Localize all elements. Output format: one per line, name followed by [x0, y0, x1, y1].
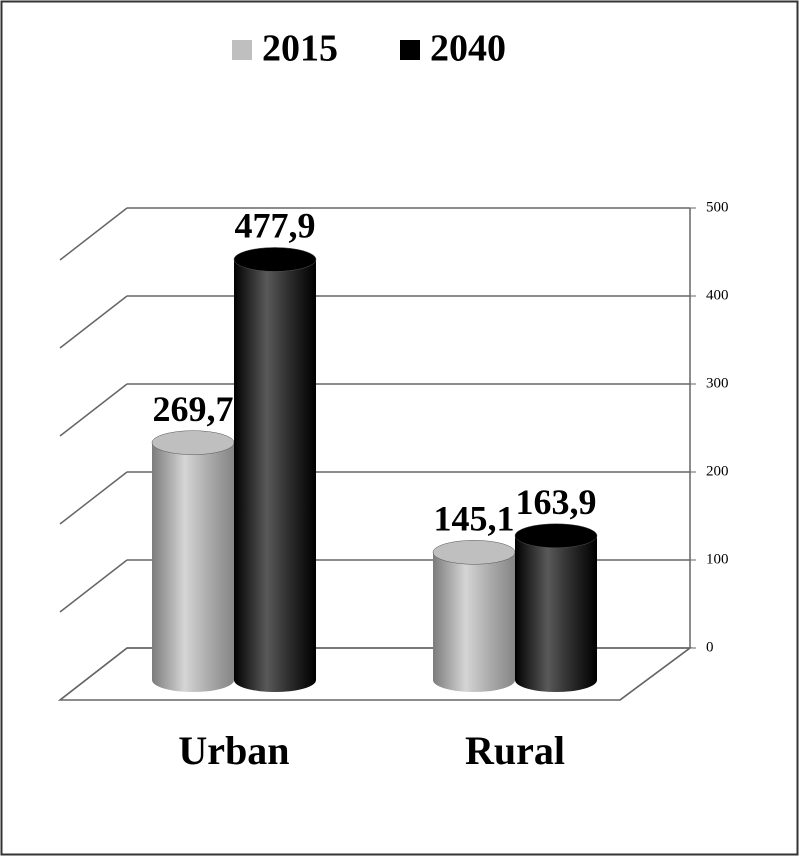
side-grid-line	[59, 207, 128, 261]
data-label: 163,9	[516, 482, 597, 522]
y-tick-label: 400	[706, 287, 729, 303]
x-tick-label: Rural	[465, 728, 565, 773]
y-tick-label: 300	[706, 375, 729, 391]
y-tick-label: 100	[706, 551, 729, 567]
y-tick-label: 200	[706, 463, 729, 479]
bar-shade	[433, 552, 515, 692]
bar-top	[432, 540, 516, 565]
side-grid-line	[59, 647, 128, 701]
legend-swatch	[400, 40, 420, 60]
bar-top	[233, 247, 317, 272]
legend-label: 2040	[430, 28, 506, 70]
floor-right	[619, 647, 691, 701]
legend-swatch	[232, 40, 252, 60]
side-grid-line	[59, 559, 128, 613]
legend-label: 2015	[262, 28, 338, 70]
data-label: 477,9	[235, 206, 316, 246]
y-tick-label: 0	[706, 639, 714, 655]
side-grid-line	[59, 295, 128, 349]
x-tick-label: Urban	[178, 728, 289, 773]
y-tick-label: 500	[706, 199, 729, 215]
bar-shade	[152, 442, 234, 692]
bar-shade	[234, 259, 316, 692]
bar-top	[151, 430, 235, 455]
data-label: 145,1	[434, 499, 515, 539]
side-grid-line	[59, 383, 128, 437]
bar-top	[514, 523, 598, 549]
data-label: 269,7	[153, 389, 234, 429]
bar-shade	[515, 535, 597, 692]
side-grid-line	[59, 471, 128, 525]
